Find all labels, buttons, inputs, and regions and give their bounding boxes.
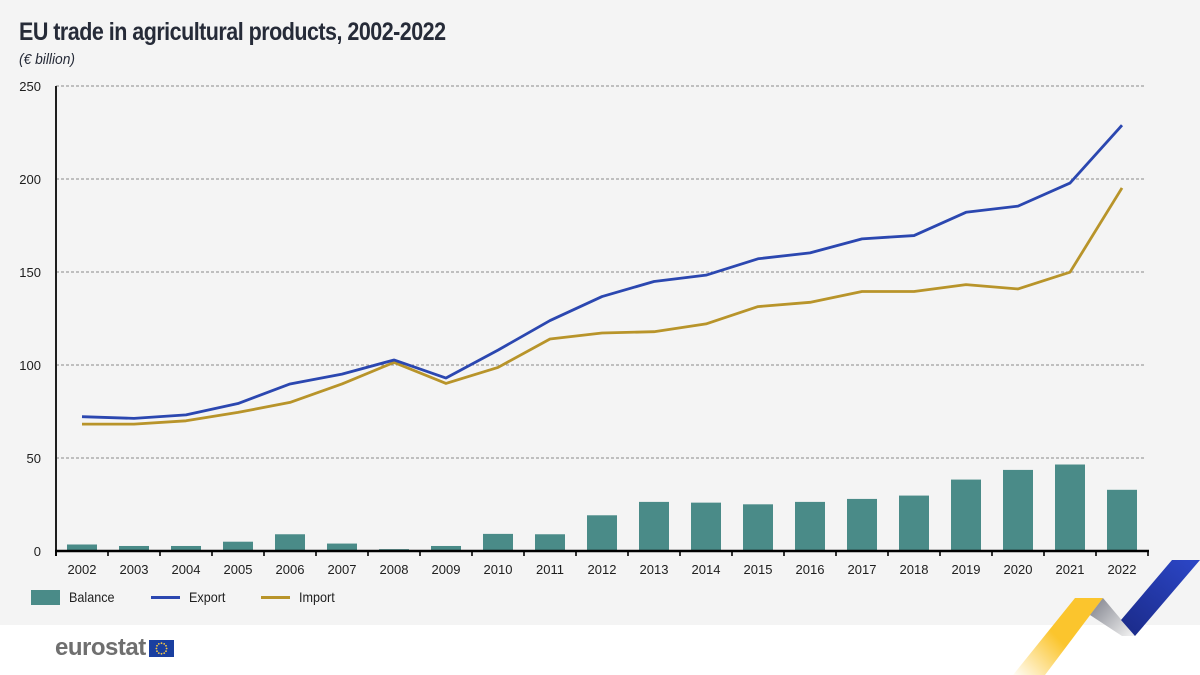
balance-bar <box>743 504 773 551</box>
x-tick-label: 2022 <box>1108 562 1137 577</box>
balance-bar <box>899 495 929 551</box>
gridlines <box>56 85 1145 459</box>
x-tick-label: 2020 <box>1004 562 1033 577</box>
balance-bar <box>847 498 877 551</box>
eu-flag-icon <box>148 639 174 657</box>
legend-label-export: Export <box>189 589 226 605</box>
balance-bar <box>1107 489 1137 551</box>
x-tick-label: 2015 <box>744 562 773 577</box>
x-tick-label: 2003 <box>120 562 149 577</box>
import-line-swatch-icon <box>261 595 290 599</box>
chart-title: EU trade in agricultural products, 2002-… <box>19 18 446 46</box>
y-tick-label: 200 <box>19 172 41 187</box>
legend-item-import[interactable]: Import <box>261 589 339 605</box>
y-tick-label: 100 <box>19 358 41 373</box>
balance-bar <box>795 501 825 551</box>
x-tick-label: 2005 <box>224 562 253 577</box>
legend-label-import: Import <box>299 589 335 605</box>
x-tick-label: 2012 <box>588 562 617 577</box>
balance-bar <box>1055 464 1085 551</box>
import-line <box>82 187 1124 426</box>
balance-bar <box>1003 469 1033 551</box>
chart-subtitle: (€ billion) <box>19 51 75 68</box>
balance-bar <box>535 534 565 551</box>
balance-bar <box>327 543 357 551</box>
ribbon-grey <box>1090 598 1135 636</box>
balance-bar <box>951 479 981 551</box>
legend-item-export[interactable]: Export <box>151 589 229 605</box>
balance-bar <box>431 545 461 551</box>
x-tick-label: 2013 <box>640 562 669 577</box>
balance-bar <box>223 541 253 551</box>
balance-bar <box>639 501 669 551</box>
x-tick-label: 2018 <box>900 562 929 577</box>
balance-bar <box>171 545 201 551</box>
x-tick-label: 2014 <box>692 562 721 577</box>
x-tick-label: 2019 <box>952 562 981 577</box>
balance-bar <box>275 534 305 551</box>
x-tick-label: 2007 <box>328 562 357 577</box>
x-tick-label: 2009 <box>432 562 461 577</box>
legend-label-balance: Balance <box>69 589 115 605</box>
balance-bar <box>691 502 721 551</box>
x-tick-label: 2006 <box>276 562 305 577</box>
y-tick-label: 150 <box>19 265 41 280</box>
y-tick-label: 0 <box>34 544 41 559</box>
balance-swatch-icon <box>31 589 60 605</box>
x-tick-label: 2016 <box>796 562 825 577</box>
x-tick-label: 2002 <box>68 562 97 577</box>
x-tick-label: 2011 <box>536 562 564 577</box>
x-tick-label: 2017 <box>848 562 877 577</box>
legend-item-balance[interactable]: Balance <box>31 589 120 605</box>
export-line <box>81 124 1124 420</box>
ribbon-blue <box>1121 560 1200 636</box>
ribbon-yellow <box>1013 598 1103 675</box>
y-tick-label: 250 <box>19 79 41 94</box>
x-tick-label: 2008 <box>380 562 409 577</box>
x-tick-label: 2004 <box>172 562 201 577</box>
x-tick-label: 2010 <box>484 562 513 577</box>
eurostat-logo[interactable]: eurostat <box>55 634 174 662</box>
balance-bar <box>483 533 513 551</box>
x-tick-label: 2021 <box>1056 562 1085 577</box>
axes <box>55 86 1149 556</box>
y-tick-label: 50 <box>27 451 41 466</box>
balance-bar <box>587 515 617 551</box>
balance-bar <box>67 544 97 551</box>
eurostat-logo-text: eurostat <box>55 634 146 661</box>
y-axis-ticks: 0 50 100 150 200 250 <box>19 79 41 559</box>
series-lines <box>81 124 1124 426</box>
export-line-swatch-icon <box>151 595 180 599</box>
balance-bars <box>67 464 1137 551</box>
x-axis-ticks: 2002 2003 2004 2005 2006 2007 2008 2009 2010 2011… <box>68 562 1137 577</box>
balance-bar <box>119 545 149 551</box>
